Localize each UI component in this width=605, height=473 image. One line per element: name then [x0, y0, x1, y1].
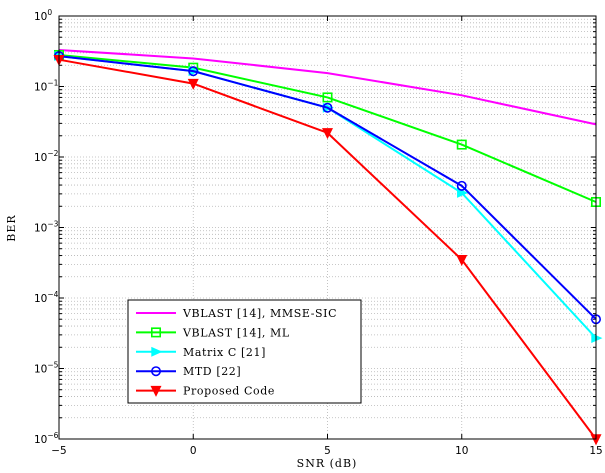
circle-marker — [188, 66, 199, 77]
series-line — [58, 55, 597, 320]
x-tick-labels: −5 0 5 10 15 — [51, 445, 602, 457]
x-tick-label: 0 — [190, 445, 197, 457]
series-line — [58, 53, 597, 203]
square-marker — [151, 327, 162, 338]
x-axis-label: SNR (dB) — [297, 457, 358, 470]
y-tick-labels: 100 10−1 10−2 10−3 10−4 10−5 10−6 — [34, 8, 59, 446]
x-tick-label: 5 — [324, 445, 331, 457]
legend-label: VBLAST [14], MMSE-SIC — [182, 307, 337, 320]
x-tick-label: −5 — [51, 445, 66, 457]
plot-frame — [58, 15, 597, 440]
triangle-right-marker — [151, 346, 163, 357]
series-0 — [58, 48, 597, 126]
y-tick-label: 100 — [34, 8, 52, 23]
y-tick-label: 10−5 — [34, 361, 59, 376]
y-axis-label: BER — [5, 214, 18, 241]
y-tick-label: 10−1 — [34, 79, 59, 94]
legend-entry: MTD [22] — [136, 365, 241, 378]
triangle-down-marker — [321, 128, 334, 140]
legend: VBLAST [14], MMSE-SIC VBLAST [14], ML Matr… — [127, 299, 362, 404]
legend-entry: VBLAST [14], ML — [136, 326, 290, 339]
legend-entry: Proposed Code — [136, 385, 275, 398]
triangle-down-marker — [456, 254, 468, 266]
circle-marker — [151, 366, 162, 377]
x-tick-label: 10 — [455, 445, 468, 457]
square-marker — [456, 139, 467, 150]
series-line — [58, 48, 597, 126]
legend-label: Proposed Code — [183, 385, 275, 398]
circle-marker — [456, 180, 467, 191]
x-tick-label: 15 — [589, 445, 602, 457]
legend-label: Matrix C [21] — [183, 346, 266, 359]
y-tick-label: 10−3 — [34, 220, 59, 235]
square-marker — [322, 92, 333, 103]
grid — [59, 16, 596, 439]
triangle-down-marker — [187, 78, 199, 90]
legend-entry: Matrix C [21] — [136, 346, 266, 359]
y-tick-label: 10−4 — [34, 290, 59, 305]
y-tick-label: 10−6 — [34, 431, 59, 446]
circle-marker — [322, 102, 333, 113]
legend-label: VBLAST [14], ML — [182, 326, 290, 339]
triangle-down-marker — [150, 385, 162, 397]
legend-label: MTD [22] — [183, 365, 241, 378]
y-tick-label: 10−2 — [34, 149, 59, 164]
legend-entry: VBLAST [14], MMSE-SIC — [136, 307, 337, 320]
